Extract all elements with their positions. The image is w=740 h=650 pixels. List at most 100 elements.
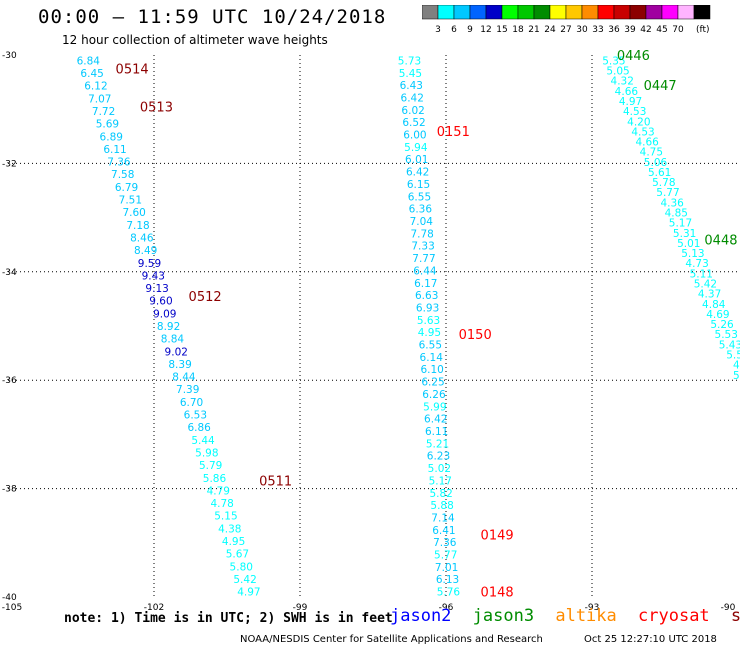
wave-height-value: 5.94: [404, 142, 428, 154]
wave-height-value: 5.45: [399, 68, 422, 80]
wave-height-value: 5.99: [423, 401, 446, 413]
pass-time-label: 0151: [437, 125, 470, 140]
scale-tick-label: 45: [656, 25, 667, 35]
y-tick-label: -34: [2, 268, 17, 278]
wave-height-value: 4.38: [218, 523, 241, 535]
mission-jason3: jason3: [472, 606, 535, 626]
scale-tick-label: 18: [512, 25, 524, 35]
pass-time-label: 0514: [116, 63, 149, 78]
wave-height-value: 4.73: [685, 258, 708, 270]
wave-height-value: 6.44: [413, 265, 437, 277]
wave-height-value: 5.69: [96, 119, 119, 131]
wave-height-value: 6.11: [103, 144, 126, 156]
wave-height-value: 6.17: [414, 278, 437, 290]
wave-height-value: 7.78: [410, 228, 433, 240]
wave-height-value: 5.17: [429, 475, 452, 487]
wave-height-value: 6.93: [416, 302, 439, 314]
mission-jason2: jason2: [390, 606, 452, 626]
chart-title: 00:00 – 11:59 UTC 10/24/2018: [38, 6, 387, 28]
wave-height-value: 5.76: [437, 587, 461, 599]
wave-height-value: 7.36: [107, 157, 131, 169]
wave-height-value: 5.11: [690, 268, 713, 280]
wave-height-value: 5.42: [233, 574, 256, 586]
wave-height-value: 9.09: [153, 308, 176, 320]
wave-height-value: 7.36: [433, 537, 457, 549]
credit-line: NOAA/NESDIS Center for Satellite Applica…: [240, 634, 543, 645]
wave-height-value: 4.36: [660, 197, 684, 209]
pass-time-label: 0447: [644, 79, 677, 94]
x-tick-label: -99: [293, 603, 308, 613]
pass-time-label: 0511: [259, 474, 292, 489]
y-tick-label: -32: [2, 159, 17, 169]
scale-tick-label: 6: [451, 25, 457, 35]
scale-tick-label: 70: [672, 25, 684, 35]
wave-height-value: 7.18: [126, 220, 149, 232]
wave-height-value: 4.53: [631, 126, 654, 138]
mission-cryosat: cryosat: [638, 606, 710, 626]
wave-height-value: 6.25: [421, 377, 444, 389]
wave-height-value: 9.59: [138, 258, 161, 270]
wave-height-value: 5.67: [226, 549, 249, 561]
wave-height-value: 4.95: [418, 327, 441, 339]
wave-height-value: 6.12: [84, 81, 107, 93]
scale-unit-label: (ft): [696, 25, 710, 35]
wave-height-value: 9.60: [149, 296, 172, 308]
wave-height-value: 6.02: [401, 105, 424, 117]
wave-height-value: 6.23: [427, 451, 450, 463]
wave-height-value: 6.42: [406, 167, 429, 179]
wave-height-value: 9.02: [165, 346, 188, 358]
wave-height-value: 5.21: [426, 438, 449, 450]
wave-height-value: 6.00: [403, 130, 426, 142]
wave-height-value: 7.01: [435, 562, 458, 574]
wave-height-value: 7.60: [122, 207, 145, 219]
scale-tick-label: 24: [544, 25, 556, 35]
wave-height-value: 7.39: [176, 384, 199, 396]
wave-height-value: 5.05: [606, 66, 629, 78]
wave-height-value: 7.33: [411, 241, 434, 253]
x-tick-label: -102: [144, 603, 164, 613]
wave-height-value: 7.58: [111, 169, 134, 181]
wave-height-value: 6.11: [425, 426, 448, 438]
wave-height-value: 8.39: [168, 359, 191, 371]
wave-height-value: 6.42: [424, 414, 447, 426]
wave-height-value: 6.26: [422, 389, 446, 401]
wave-height-value: 4.97: [237, 587, 260, 599]
scale-tick-label: 9: [467, 25, 473, 35]
scale-tick-label: 12: [480, 25, 491, 35]
wave-height-value: 5.98: [195, 447, 218, 459]
wave-height-value: 4.: [733, 360, 740, 372]
mission-s3a: s3a: [730, 606, 740, 626]
wave-height-value: 6.79: [115, 182, 138, 194]
wave-height-value: 4.37: [698, 289, 721, 301]
wave-height-value: 4.20: [627, 116, 650, 128]
wave-height-value: 4.79: [207, 485, 230, 497]
wave-height-value: 5.82: [429, 488, 452, 500]
scale-tick-label: 39: [624, 25, 636, 35]
wave-height-value: 6.70: [180, 397, 203, 409]
wave-height-value: 6.43: [400, 80, 423, 92]
wave-height-value: 8.46: [130, 232, 154, 244]
wave-height-value: 8.49: [134, 245, 157, 257]
wave-height-value: 5.01: [677, 238, 700, 250]
wave-height-value: 5.17: [669, 218, 692, 230]
wave-height-value: 5.77: [656, 187, 679, 199]
scale-tick-label: 27: [560, 25, 571, 35]
y-tick-label: -40: [2, 593, 17, 603]
y-tick-label: -30: [2, 51, 17, 61]
y-tick-label: -38: [2, 485, 17, 495]
wave-height-value: 6.42: [401, 92, 424, 104]
wave-height-value: 5.15: [214, 511, 237, 523]
wave-height-value: 9.13: [145, 283, 168, 295]
wave-height-value: 7.04: [410, 216, 434, 228]
wave-height-value: 6.15: [407, 179, 430, 191]
wave-height-value: 9.43: [142, 270, 165, 282]
scale-tick-label: 36: [608, 25, 620, 35]
wave-height-value: 4.85: [665, 208, 688, 220]
wave-height-value: 7.14: [431, 512, 455, 524]
scale-tick-label: 42: [640, 25, 651, 35]
pass-time-label: 0513: [140, 100, 173, 115]
pass-time-label: 0150: [459, 328, 492, 343]
wave-height-value: 6.45: [80, 68, 103, 80]
x-tick-label: -105: [2, 603, 22, 613]
